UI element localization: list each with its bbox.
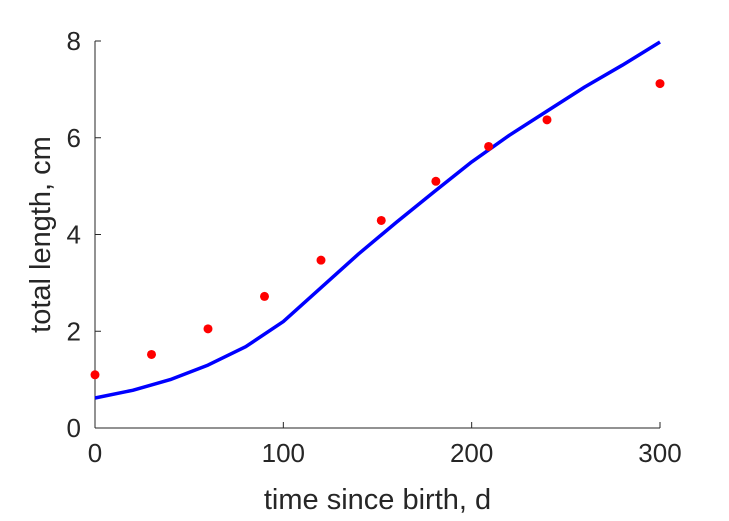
y-axis-label: total length, cm: [25, 136, 57, 333]
y-tick-label: 0: [67, 413, 81, 443]
y-tick-label: 4: [67, 220, 81, 250]
data-points-layer: [90, 79, 665, 380]
data-point: [542, 115, 552, 125]
y-tick-label: 6: [67, 123, 81, 153]
y-tick-label: 8: [67, 26, 81, 56]
data-point: [90, 370, 100, 380]
x-axis-label: time since birth, d: [264, 484, 491, 516]
x-tick-label: 0: [88, 438, 102, 468]
x-tick-label: 300: [638, 438, 681, 468]
model-curve-layer: [94, 40, 661, 400]
data-point: [655, 79, 665, 89]
tick-labels-layer: 0 100 200 300 0 2 4 6 8: [67, 26, 682, 468]
data-point: [203, 324, 213, 334]
model-curve: [94, 40, 661, 400]
x-tick-label: 200: [450, 438, 493, 468]
chart-axes: [94, 40, 661, 429]
data-point: [431, 176, 441, 186]
x-tick-label: 100: [262, 438, 305, 468]
data-point: [260, 291, 269, 301]
data-point: [147, 349, 156, 359]
data-point: [316, 255, 326, 265]
data-point: [484, 141, 494, 151]
data-point: [376, 215, 386, 225]
y-tick-label: 2: [67, 316, 81, 346]
